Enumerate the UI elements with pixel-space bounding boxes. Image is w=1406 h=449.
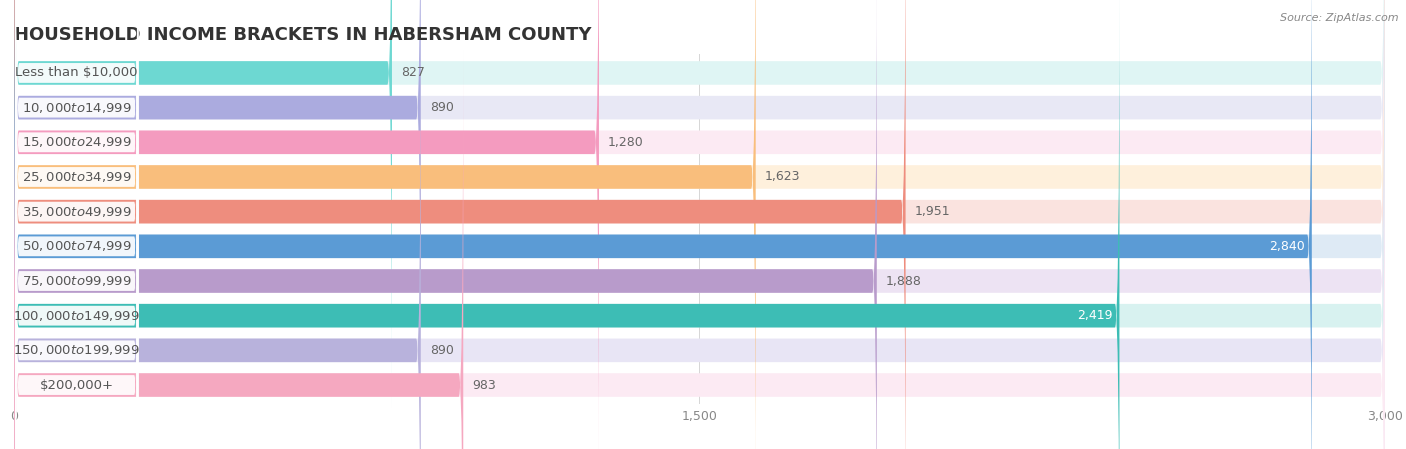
FancyBboxPatch shape (14, 0, 1385, 449)
FancyBboxPatch shape (14, 15, 420, 449)
Text: $10,000 to $14,999: $10,000 to $14,999 (22, 101, 132, 114)
FancyBboxPatch shape (14, 0, 755, 449)
Text: Source: ZipAtlas.com: Source: ZipAtlas.com (1281, 13, 1399, 23)
Text: $150,000 to $199,999: $150,000 to $199,999 (14, 343, 141, 357)
FancyBboxPatch shape (14, 50, 1385, 449)
Text: Less than $10,000: Less than $10,000 (15, 66, 138, 79)
Text: $15,000 to $24,999: $15,000 to $24,999 (22, 135, 132, 150)
Text: $200,000+: $200,000+ (39, 379, 114, 392)
FancyBboxPatch shape (14, 0, 1385, 449)
Text: HOUSEHOLD INCOME BRACKETS IN HABERSHAM COUNTY: HOUSEHOLD INCOME BRACKETS IN HABERSHAM C… (14, 26, 592, 44)
Text: 2,840: 2,840 (1270, 240, 1305, 253)
FancyBboxPatch shape (14, 50, 463, 449)
FancyBboxPatch shape (14, 0, 1385, 408)
FancyBboxPatch shape (15, 0, 138, 449)
FancyBboxPatch shape (14, 0, 1119, 449)
Text: 1,888: 1,888 (886, 274, 922, 287)
Text: 1,623: 1,623 (765, 171, 800, 184)
FancyBboxPatch shape (14, 0, 599, 449)
Text: 890: 890 (430, 101, 454, 114)
Text: 2,419: 2,419 (1077, 309, 1112, 322)
FancyBboxPatch shape (15, 0, 138, 445)
FancyBboxPatch shape (14, 0, 1385, 443)
Text: 890: 890 (430, 344, 454, 357)
FancyBboxPatch shape (15, 0, 138, 449)
Text: 983: 983 (472, 379, 496, 392)
FancyBboxPatch shape (15, 83, 138, 449)
Text: $25,000 to $34,999: $25,000 to $34,999 (22, 170, 132, 184)
Text: $100,000 to $149,999: $100,000 to $149,999 (14, 308, 141, 323)
FancyBboxPatch shape (14, 0, 1385, 449)
FancyBboxPatch shape (14, 0, 392, 408)
FancyBboxPatch shape (14, 0, 1312, 449)
FancyBboxPatch shape (14, 0, 1385, 449)
FancyBboxPatch shape (14, 15, 1385, 449)
Text: $50,000 to $74,999: $50,000 to $74,999 (22, 239, 132, 253)
FancyBboxPatch shape (15, 0, 138, 449)
Text: $35,000 to $49,999: $35,000 to $49,999 (22, 205, 132, 219)
Text: $75,000 to $99,999: $75,000 to $99,999 (22, 274, 132, 288)
FancyBboxPatch shape (14, 0, 1385, 449)
FancyBboxPatch shape (15, 13, 138, 449)
Text: 827: 827 (401, 66, 425, 79)
FancyBboxPatch shape (15, 0, 138, 375)
FancyBboxPatch shape (15, 0, 138, 410)
Text: 1,280: 1,280 (609, 136, 644, 149)
FancyBboxPatch shape (14, 0, 877, 449)
FancyBboxPatch shape (14, 0, 905, 449)
FancyBboxPatch shape (14, 0, 420, 443)
FancyBboxPatch shape (15, 48, 138, 449)
FancyBboxPatch shape (15, 0, 138, 449)
Text: 1,951: 1,951 (915, 205, 950, 218)
FancyBboxPatch shape (14, 0, 1385, 449)
